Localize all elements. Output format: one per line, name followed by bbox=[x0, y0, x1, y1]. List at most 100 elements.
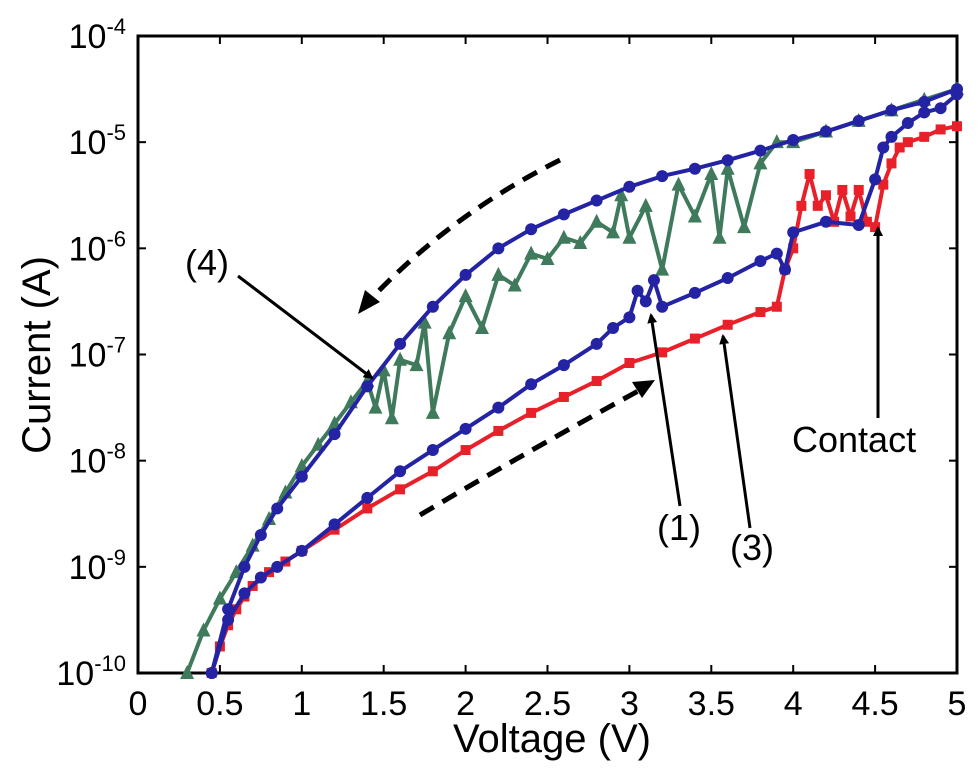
data-point bbox=[271, 502, 284, 515]
y-tick-label: 10-10 bbox=[56, 651, 126, 693]
data-point bbox=[525, 223, 538, 236]
data-point bbox=[361, 380, 374, 393]
data-point bbox=[540, 250, 555, 265]
y-tick-label: 10-6 bbox=[69, 226, 126, 268]
data-point bbox=[254, 528, 267, 541]
data-point bbox=[845, 211, 856, 222]
data-point bbox=[722, 319, 733, 330]
data-point bbox=[796, 200, 807, 211]
data-point bbox=[771, 301, 782, 312]
data-point bbox=[894, 142, 905, 153]
annotation-1-arrow bbox=[647, 313, 682, 507]
data-point bbox=[755, 307, 766, 318]
data-point bbox=[294, 457, 309, 472]
data-point bbox=[556, 229, 571, 244]
data-point bbox=[394, 465, 407, 478]
data-point bbox=[427, 466, 438, 477]
data-point bbox=[376, 362, 391, 377]
data-point bbox=[196, 622, 211, 637]
series-triangle bbox=[180, 81, 964, 679]
data-point bbox=[205, 667, 218, 679]
data-point bbox=[507, 277, 522, 292]
data-point bbox=[721, 272, 734, 285]
data-point bbox=[737, 219, 752, 234]
data-point bbox=[877, 141, 890, 154]
data-point bbox=[222, 603, 235, 616]
annotation-contact-label: Contact bbox=[792, 419, 916, 460]
data-point bbox=[425, 404, 440, 419]
forward-sweep-arrowhead bbox=[632, 380, 655, 398]
data-point bbox=[624, 357, 635, 368]
data-point bbox=[607, 321, 620, 334]
data-point bbox=[526, 407, 537, 418]
data-point bbox=[753, 155, 768, 170]
data-point bbox=[426, 444, 439, 457]
data-point bbox=[852, 218, 865, 231]
data-point bbox=[492, 242, 505, 255]
data-point bbox=[886, 158, 897, 169]
x-axis-title: Voltage (V) bbox=[453, 717, 651, 761]
data-point bbox=[656, 170, 669, 183]
data-point bbox=[655, 261, 670, 276]
x-tick-label: 3 bbox=[620, 685, 639, 723]
data-point bbox=[720, 160, 735, 175]
data-point bbox=[622, 229, 637, 244]
series-line bbox=[209, 92, 959, 674]
data-point bbox=[311, 436, 326, 451]
data-point bbox=[902, 137, 913, 148]
annotation-4-label: (4) bbox=[185, 242, 229, 283]
data-point bbox=[878, 179, 889, 190]
data-point bbox=[885, 104, 898, 117]
data-point bbox=[919, 131, 930, 142]
data-point bbox=[689, 333, 700, 344]
data-point bbox=[459, 268, 472, 281]
data-point bbox=[573, 235, 588, 250]
data-point bbox=[271, 560, 284, 573]
data-point bbox=[557, 208, 570, 221]
reverse-sweep-arrowhead bbox=[358, 290, 380, 314]
y-tick-label: 10-5 bbox=[69, 120, 126, 162]
data-point bbox=[460, 445, 471, 456]
data-point bbox=[754, 144, 767, 157]
data-point bbox=[656, 300, 669, 313]
annotation-3-arrow bbox=[719, 334, 752, 529]
data-point bbox=[671, 176, 686, 191]
annotation-3-label: (3) bbox=[730, 527, 774, 568]
data-point bbox=[590, 337, 603, 350]
data-point bbox=[328, 518, 341, 531]
data-point bbox=[712, 229, 727, 244]
data-point bbox=[918, 95, 931, 108]
data-point bbox=[254, 571, 267, 584]
data-point bbox=[901, 117, 914, 130]
data-point bbox=[558, 391, 569, 402]
series-circle bbox=[205, 88, 963, 679]
data-point bbox=[591, 376, 602, 387]
series-line bbox=[209, 124, 958, 674]
x-tick-label: 4 bbox=[784, 685, 803, 723]
data-point bbox=[804, 169, 815, 180]
x-tick-label: 2 bbox=[456, 685, 475, 723]
x-tick-label: 0.5 bbox=[196, 685, 243, 723]
x-tick-label: 3.5 bbox=[688, 685, 735, 723]
data-point bbox=[442, 325, 457, 340]
data-point bbox=[474, 319, 489, 334]
data-point bbox=[812, 200, 823, 211]
data-point bbox=[459, 422, 472, 435]
data-point bbox=[861, 216, 872, 227]
data-point bbox=[426, 300, 439, 313]
data-point bbox=[384, 410, 399, 425]
data-point bbox=[819, 125, 832, 138]
data-point bbox=[687, 208, 702, 223]
data-point bbox=[934, 102, 947, 115]
data-point bbox=[638, 197, 653, 212]
x-tick-label: 4.5 bbox=[851, 685, 898, 723]
data-point bbox=[952, 121, 962, 132]
data-point bbox=[409, 357, 424, 372]
data-point bbox=[918, 106, 931, 119]
data-point bbox=[721, 154, 734, 167]
data-point bbox=[754, 255, 767, 268]
data-point bbox=[853, 184, 864, 195]
data-point bbox=[951, 83, 963, 96]
data-point bbox=[935, 124, 946, 135]
